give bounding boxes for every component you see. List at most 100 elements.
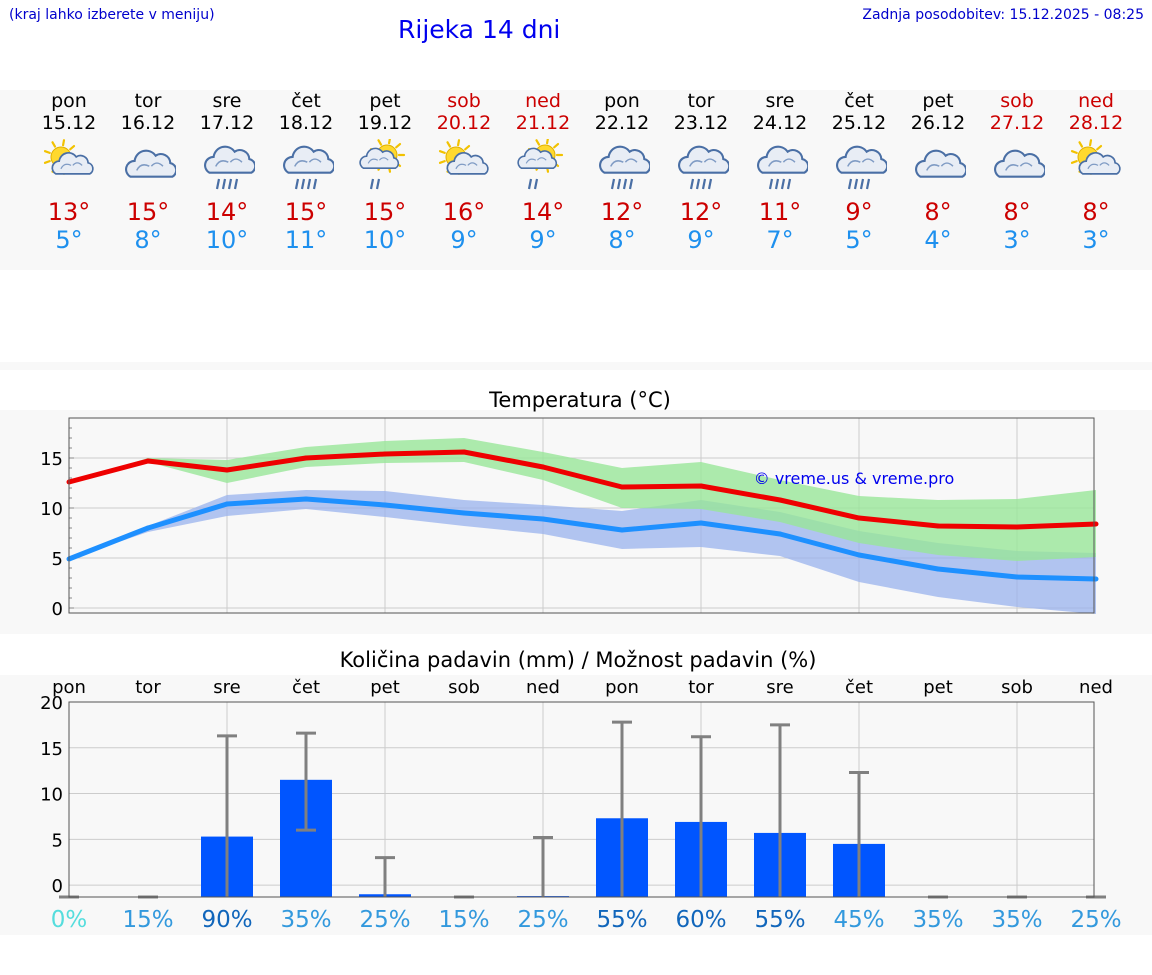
temperature-plot-frame bbox=[68, 417, 1095, 614]
rain-icon bbox=[836, 145, 887, 190]
day-name: pet bbox=[369, 90, 401, 112]
day-date: 19.12 bbox=[357, 112, 413, 134]
day-name: tor bbox=[134, 90, 162, 112]
max-temperature-point bbox=[540, 464, 546, 470]
max-temperature: 15° bbox=[126, 198, 170, 226]
day-forecast: sre 17.12 14° 10° bbox=[188, 90, 266, 254]
partly-sunny-icon bbox=[43, 139, 94, 175]
y-tick-label: 5 bbox=[52, 549, 63, 570]
min-temperature: 10° bbox=[363, 226, 407, 254]
max-temperature-point bbox=[224, 467, 230, 473]
precipitation-probability: 0% bbox=[51, 907, 88, 933]
day-date: 21.12 bbox=[515, 112, 571, 134]
category-label: tor bbox=[688, 677, 714, 698]
min-temperature-point bbox=[619, 527, 625, 533]
precipitation-probability: 15% bbox=[122, 907, 173, 933]
category-label: sre bbox=[766, 677, 793, 698]
max-temperature: 15° bbox=[284, 198, 328, 226]
day-date: 22.12 bbox=[594, 112, 650, 134]
day-name: tor bbox=[687, 90, 715, 112]
day-name: sre bbox=[212, 90, 242, 112]
precipitation-plot-frame bbox=[68, 701, 1095, 898]
cloudy-icon bbox=[994, 149, 1045, 178]
day-forecast: čet 25.12 9° 5° bbox=[820, 90, 898, 254]
day-forecast: pon 22.12 12° 8° bbox=[583, 90, 661, 254]
min-temperature: 5° bbox=[845, 226, 873, 254]
precipitation-probability: 35% bbox=[280, 907, 331, 933]
category-label: čet bbox=[845, 677, 873, 698]
max-temperature: 8° bbox=[1082, 198, 1110, 226]
precipitation-probability: 15% bbox=[438, 907, 489, 933]
day-name: pet bbox=[922, 90, 954, 112]
day-name: sob bbox=[1000, 90, 1034, 112]
day-forecast: sre 24.12 11° 7° bbox=[741, 90, 819, 254]
rain-icon bbox=[678, 145, 729, 190]
max-temperature: 16° bbox=[442, 198, 486, 226]
min-temperature-point bbox=[224, 501, 230, 507]
day-date: 27.12 bbox=[989, 112, 1045, 134]
min-temperature: 8° bbox=[608, 226, 636, 254]
min-temperature: 9° bbox=[450, 226, 478, 254]
min-temperature: 10° bbox=[205, 226, 249, 254]
precipitation-probability: 35% bbox=[991, 907, 1042, 933]
day-date: 17.12 bbox=[199, 112, 255, 134]
min-temperature-point bbox=[382, 502, 388, 508]
min-temperature: 3° bbox=[1003, 226, 1031, 254]
precipitation-probability: 60% bbox=[675, 907, 726, 933]
max-temperature: 8° bbox=[1003, 198, 1031, 226]
y-tick-label: 20 bbox=[40, 693, 63, 714]
partly-sunny-icon bbox=[1070, 139, 1121, 175]
precipitation-probability: 90% bbox=[201, 907, 252, 933]
day-date: 15.12 bbox=[41, 112, 97, 134]
category-label: pon bbox=[52, 677, 86, 698]
menu-hint: (kraj lahko izberete v meniju) bbox=[9, 7, 215, 23]
precipitation-probability: 35% bbox=[912, 907, 963, 933]
max-temperature: 12° bbox=[600, 198, 644, 226]
max-temperature: 8° bbox=[924, 198, 952, 226]
temperature-chart-title: Temperatura (°C) bbox=[489, 388, 671, 412]
precipitation-probability: 25% bbox=[359, 907, 410, 933]
precipitation-probability: 55% bbox=[754, 907, 805, 933]
min-temperature: 5° bbox=[55, 226, 83, 254]
precipitation-probability: 45% bbox=[833, 907, 884, 933]
day-name: čet bbox=[844, 90, 874, 112]
day-forecast: pet 19.12 15° 10° bbox=[346, 90, 424, 254]
max-temperature-point bbox=[461, 449, 467, 455]
min-temperature-line bbox=[68, 496, 1097, 582]
day-date: 16.12 bbox=[120, 112, 176, 134]
day-date: 25.12 bbox=[831, 112, 887, 134]
day-forecast: ned 21.12 14° 9° bbox=[504, 90, 582, 254]
rain-icon bbox=[757, 145, 808, 190]
page-title: Rijeka 14 dni bbox=[398, 15, 561, 44]
partly-sunny-icon bbox=[438, 139, 489, 175]
day-date: 26.12 bbox=[910, 112, 966, 134]
max-temperature-point bbox=[935, 523, 941, 529]
sun-shower-icon bbox=[517, 139, 564, 190]
separator bbox=[0, 362, 1152, 370]
min-temperature-point bbox=[698, 520, 704, 526]
min-temperature: 11° bbox=[284, 226, 328, 254]
temperature-plot: 0 5 10 15 © vreme.us & vreme.pro bbox=[40, 417, 1099, 620]
min-temperature-point bbox=[935, 566, 941, 572]
max-temperature-point bbox=[1014, 524, 1020, 530]
min-temperature-point bbox=[1093, 576, 1099, 582]
y-tick-label: 15 bbox=[40, 449, 63, 470]
category-label: sob bbox=[448, 677, 480, 698]
day-forecast: sob 20.12 16° 9° bbox=[425, 90, 503, 254]
max-temperature: 15° bbox=[363, 198, 407, 226]
day-date: 23.12 bbox=[673, 112, 729, 134]
rain-icon bbox=[204, 145, 255, 190]
y-tick-label: 15 bbox=[40, 739, 63, 760]
day-name: ned bbox=[1078, 90, 1114, 112]
cloudy-icon bbox=[125, 149, 176, 178]
day-date: 28.12 bbox=[1068, 112, 1124, 134]
cloudy-icon bbox=[915, 149, 966, 178]
daily-forecast: pon 15.12 13° 5° tor 16.12 15° 8° sre 17.12 14° 10°… bbox=[0, 90, 1152, 270]
max-temperature-point bbox=[856, 515, 862, 521]
day-forecast: čet 18.12 15° 11° bbox=[267, 90, 345, 254]
day-name: pon bbox=[51, 90, 87, 112]
day-forecast: sob 27.12 8° 3° bbox=[978, 90, 1056, 254]
max-temperature-band bbox=[69, 438, 1096, 561]
max-temperature-point bbox=[145, 458, 151, 464]
